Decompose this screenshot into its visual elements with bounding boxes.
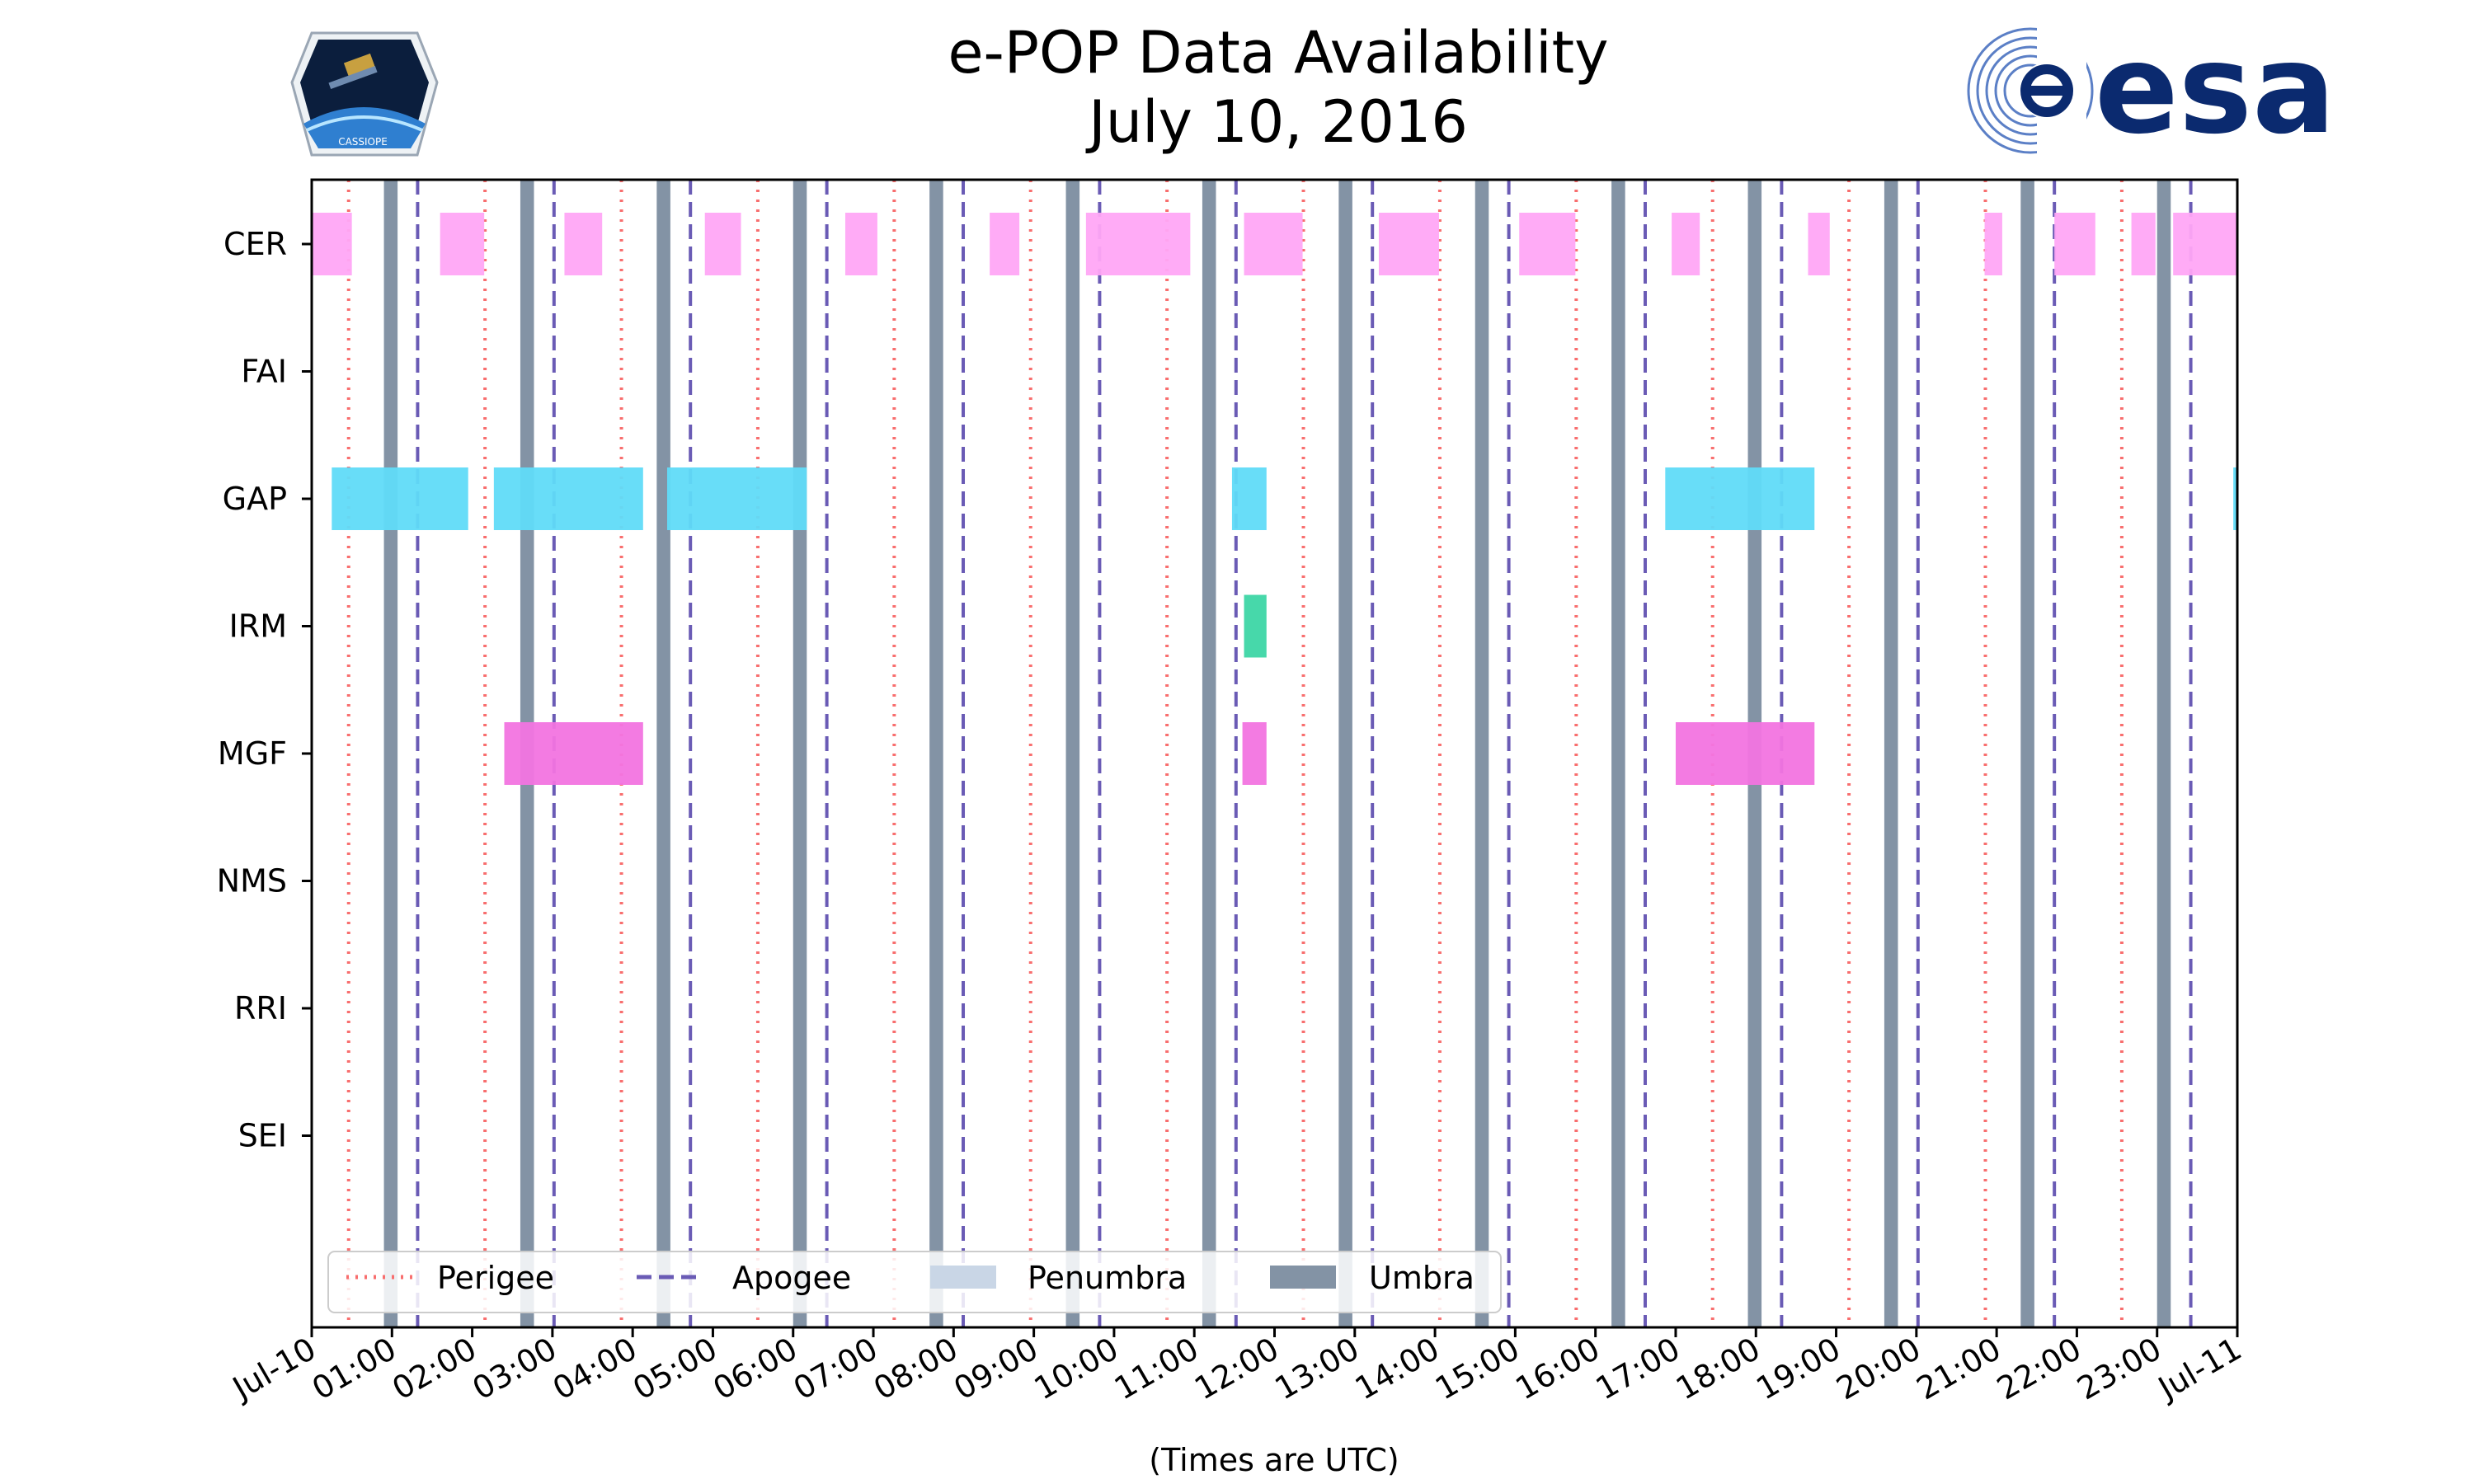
umbra-band-13 (2157, 180, 2171, 1327)
x-tick-label-20: 20:00 (1830, 1331, 1926, 1407)
y-axis: CER FAI GAP IRM MGF NMS RRI SEI (217, 226, 312, 1154)
y-tick-label-nms: NMS (217, 863, 287, 899)
x-tick-label-21: 21:00 (1911, 1331, 2007, 1407)
cassiope-mission-logo: CASSIOPE (290, 31, 439, 157)
chart-title-line1: e-POP Data Availability (948, 19, 1608, 87)
cer-data-bar-4 (844, 213, 877, 275)
cer-data-bar-7 (1244, 213, 1303, 275)
y-tick-label-fai: FAI (241, 354, 287, 390)
mgf-data-bar-0 (504, 722, 643, 785)
gap-data-bar-4 (1665, 467, 1815, 530)
y-tick-label-gap: GAP (223, 481, 287, 517)
x-tick-label-23: 23:00 (2071, 1331, 2167, 1407)
x-tick-label-22: 22:00 (1991, 1331, 2087, 1407)
cer-data-bar-8 (1378, 213, 1439, 275)
cer-data-bar-9 (1519, 213, 1576, 275)
legend-umbra-label: Umbra (1369, 1260, 1475, 1296)
data-bar-layer (312, 213, 2237, 785)
x-tick-label-17: 17:00 (1590, 1331, 1686, 1407)
gap-data-bar-1 (493, 467, 643, 530)
gap-data-bar-2 (667, 467, 807, 530)
umbra-band-7 (1338, 180, 1352, 1327)
x-tick-label-10: 10:00 (1028, 1331, 1125, 1407)
cer-data-bar-15 (2173, 213, 2237, 275)
umbra-band-9 (1611, 180, 1625, 1327)
x-tick-label-3: 03:00 (467, 1331, 563, 1407)
y-tick-label-cer: CER (223, 226, 287, 262)
legend-umbra-swatch (1270, 1266, 1336, 1289)
x-tick-label-18: 18:00 (1670, 1331, 1766, 1407)
x-tick-label-13: 13:00 (1268, 1331, 1365, 1407)
gap-data-bar-3 (1231, 467, 1267, 530)
legend-penumbra-label: Penumbra (1028, 1260, 1187, 1296)
umbra-band-6 (1202, 180, 1216, 1327)
umbra-band-12 (2020, 180, 2034, 1327)
cer-data-bar-10 (1672, 213, 1700, 275)
x-tick-label-9: 09:00 (948, 1331, 1044, 1407)
legend-apogee-label: Apogee (732, 1260, 851, 1296)
cer-data-bar-2 (564, 213, 603, 275)
x-tick-label-12: 12:00 (1188, 1331, 1285, 1407)
legend-penumbra-swatch (930, 1266, 996, 1289)
x-tick-label-5: 05:00 (627, 1331, 723, 1407)
cer-data-bar-13 (2054, 213, 2095, 275)
x-tick-label-14: 14:00 (1349, 1331, 1446, 1407)
y-tick-label-mgf: MGF (218, 735, 287, 772)
x-tick-label-16: 16:00 (1509, 1331, 1606, 1407)
umbra-band-4 (929, 180, 943, 1327)
x-tick-label-19: 19:00 (1750, 1331, 1846, 1407)
cer-data-bar-14 (2131, 213, 2156, 275)
mgf-data-bar-2 (1675, 722, 1815, 785)
chart-legend: Perigee Apogee Penumbra Umbra (327, 1251, 1502, 1313)
mission-logo-text: CASSIOPE (338, 136, 388, 148)
x-axis: Jul-1001:0002:0003:0004:0005:0006:0007:0… (225, 1327, 2248, 1407)
y-tick-label-irm: IRM (229, 608, 287, 645)
x-tick-label-2: 02:00 (386, 1331, 482, 1407)
cer-data-bar-5 (990, 213, 1020, 275)
legend-box (327, 1251, 1502, 1313)
cer-data-bar-6 (1085, 213, 1191, 275)
cer-data-bar-0 (312, 213, 352, 275)
umbra-band-11 (1884, 180, 1898, 1327)
legend-perigee-label: Perigee (437, 1260, 554, 1296)
y-tick-label-sei: SEI (238, 1118, 287, 1154)
x-tick-label-11: 11:00 (1108, 1331, 1205, 1407)
x-tick-label-24: Jul-11 (2151, 1331, 2247, 1407)
umbra-band-2 (656, 180, 670, 1327)
x-axis-label: (Times are UTC) (1149, 1442, 1399, 1478)
x-tick-label-15: 15:00 (1429, 1331, 1526, 1407)
gap-data-bar-5 (2233, 467, 2237, 530)
x-tick-label-7: 07:00 (788, 1331, 884, 1407)
cer-data-bar-11 (1808, 213, 1830, 275)
umbra-band-5 (1065, 180, 1080, 1327)
cer-data-bar-3 (704, 213, 741, 275)
y-tick-label-rri: RRI (234, 990, 287, 1026)
esa-logo-text: esa (2095, 18, 2335, 162)
umbra-band-0 (383, 180, 398, 1327)
umbra-band-3 (793, 180, 807, 1327)
x-tick-label-1: 01:00 (306, 1331, 402, 1407)
esa-logo: esa (1967, 18, 2335, 162)
x-tick-label-4: 04:00 (547, 1331, 643, 1407)
x-tick-label-6: 06:00 (707, 1331, 803, 1407)
irm-data-bar-0 (1244, 594, 1267, 658)
chart-title-line2: July 10, 2016 (1085, 88, 1468, 156)
gap-data-bar-0 (332, 467, 468, 530)
x-tick-label-0: Jul-10 (225, 1331, 322, 1407)
x-tick-label-8: 08:00 (868, 1331, 964, 1407)
umbra-band-8 (1475, 180, 1489, 1327)
cer-data-bar-12 (1984, 213, 2002, 275)
mgf-data-bar-1 (1242, 722, 1267, 785)
cer-data-bar-1 (440, 213, 485, 275)
